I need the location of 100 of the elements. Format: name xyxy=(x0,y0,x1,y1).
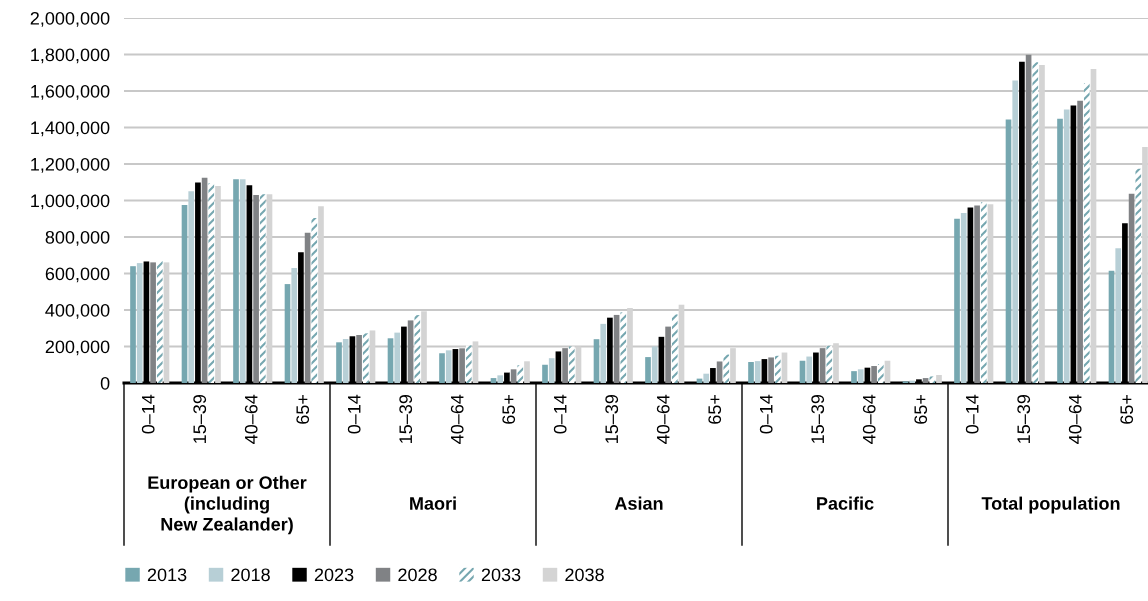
text: Maori xyxy=(410,496,456,510)
bar xyxy=(311,218,318,383)
bar xyxy=(980,202,987,383)
bar xyxy=(974,205,980,383)
text: Pacific xyxy=(817,496,874,510)
bar xyxy=(774,355,781,383)
x-tick-label: 65+ xyxy=(1120,395,1134,424)
x-tick-label: 15–39 xyxy=(399,394,413,443)
x-tick-label: 65+ xyxy=(296,395,310,424)
bar xyxy=(826,345,833,383)
y-tick-label: 1,200,000 xyxy=(31,157,110,173)
bar xyxy=(1115,248,1122,383)
bar xyxy=(1063,109,1070,383)
bar xyxy=(960,213,967,383)
legend-label: 2033 xyxy=(481,568,521,582)
bar xyxy=(909,380,916,383)
bar xyxy=(156,261,163,383)
bar xyxy=(877,364,884,383)
bar xyxy=(716,361,723,383)
bar xyxy=(208,183,215,383)
bar xyxy=(600,323,607,383)
x-tick-label: 40–64 xyxy=(862,394,876,444)
bar xyxy=(568,346,575,383)
bar xyxy=(188,191,195,383)
bar xyxy=(136,263,143,383)
x-tick-label: 40–64 xyxy=(656,394,670,444)
bar xyxy=(517,365,524,383)
bar xyxy=(645,357,651,383)
bar xyxy=(342,339,349,383)
bar xyxy=(336,342,342,383)
bar xyxy=(465,345,472,383)
bar xyxy=(259,194,266,383)
text: European or Other (including New Zealander) xyxy=(148,475,307,535)
text: Asian xyxy=(614,496,663,510)
bar xyxy=(871,366,877,383)
bar xyxy=(394,332,401,383)
y-tick-label: 1,400,000 xyxy=(31,121,110,137)
y-tick-label: 200,000 xyxy=(45,340,110,356)
bar xyxy=(542,364,548,383)
bar xyxy=(665,326,671,383)
x-tick-label: 40–64 xyxy=(244,394,258,444)
bar xyxy=(651,346,658,383)
x-tick-label: 65+ xyxy=(914,395,928,424)
bar xyxy=(439,353,445,383)
x-tick-label: 0–14 xyxy=(759,394,773,434)
bar xyxy=(150,262,156,383)
y-tick-label: 1,600,000 xyxy=(31,84,110,100)
bar xyxy=(445,350,452,383)
bar xyxy=(253,195,259,383)
legend-label: 2038 xyxy=(565,568,604,582)
bar xyxy=(562,348,568,383)
bar xyxy=(703,373,710,383)
legend-label: 2018 xyxy=(231,568,270,582)
x-tick-label: 0–14 xyxy=(347,394,361,434)
bar xyxy=(1135,168,1142,383)
bar xyxy=(233,179,239,383)
y-tick-label: 400,000 xyxy=(45,303,110,319)
x-tick-label: 15–39 xyxy=(605,394,619,443)
y-tick-label: 1,800,000 xyxy=(31,48,110,64)
bar xyxy=(723,354,730,383)
bar xyxy=(1012,80,1019,383)
y-tick-label: 0 xyxy=(100,376,110,390)
bar xyxy=(748,362,754,383)
legend-label: 2028 xyxy=(398,568,437,582)
bar xyxy=(620,312,627,383)
x-tick-label: 15–39 xyxy=(811,394,825,443)
y-tick-label: 1,000,000 xyxy=(31,194,110,210)
bar xyxy=(548,358,555,383)
bar xyxy=(1057,118,1063,383)
x-tick-label: 15–39 xyxy=(193,394,207,443)
x-tick-label: 65+ xyxy=(502,395,516,424)
bar xyxy=(671,314,678,383)
bar xyxy=(806,356,813,383)
bar xyxy=(857,369,864,383)
bar xyxy=(768,357,774,383)
bar xyxy=(754,361,761,383)
x-tick-label: 65+ xyxy=(708,395,722,424)
x-tick-label: 15–39 xyxy=(1017,394,1031,443)
x-tick-label: 40–64 xyxy=(1068,394,1082,444)
bar xyxy=(510,369,517,383)
y-tick-label: 600,000 xyxy=(45,267,110,283)
x-tick-label: 40–64 xyxy=(450,394,464,444)
bar xyxy=(497,375,504,383)
bar xyxy=(459,348,465,383)
y-tick-label: 2,000,000 xyxy=(30,11,110,27)
bar xyxy=(356,335,362,383)
bar xyxy=(524,361,530,383)
bar xyxy=(362,333,369,383)
x-tick-label: 0–14 xyxy=(965,394,979,434)
bar xyxy=(1083,83,1090,383)
bar xyxy=(1077,100,1083,383)
bar xyxy=(291,268,298,383)
legend-label: 2023 xyxy=(314,568,354,582)
bar xyxy=(954,218,960,383)
bar xyxy=(130,266,136,383)
x-tick-label: 0–14 xyxy=(141,394,155,434)
bar xyxy=(936,374,942,383)
y-tick-label: 800,000 xyxy=(45,230,110,246)
text: Total population xyxy=(981,496,1120,514)
bar xyxy=(239,179,246,383)
